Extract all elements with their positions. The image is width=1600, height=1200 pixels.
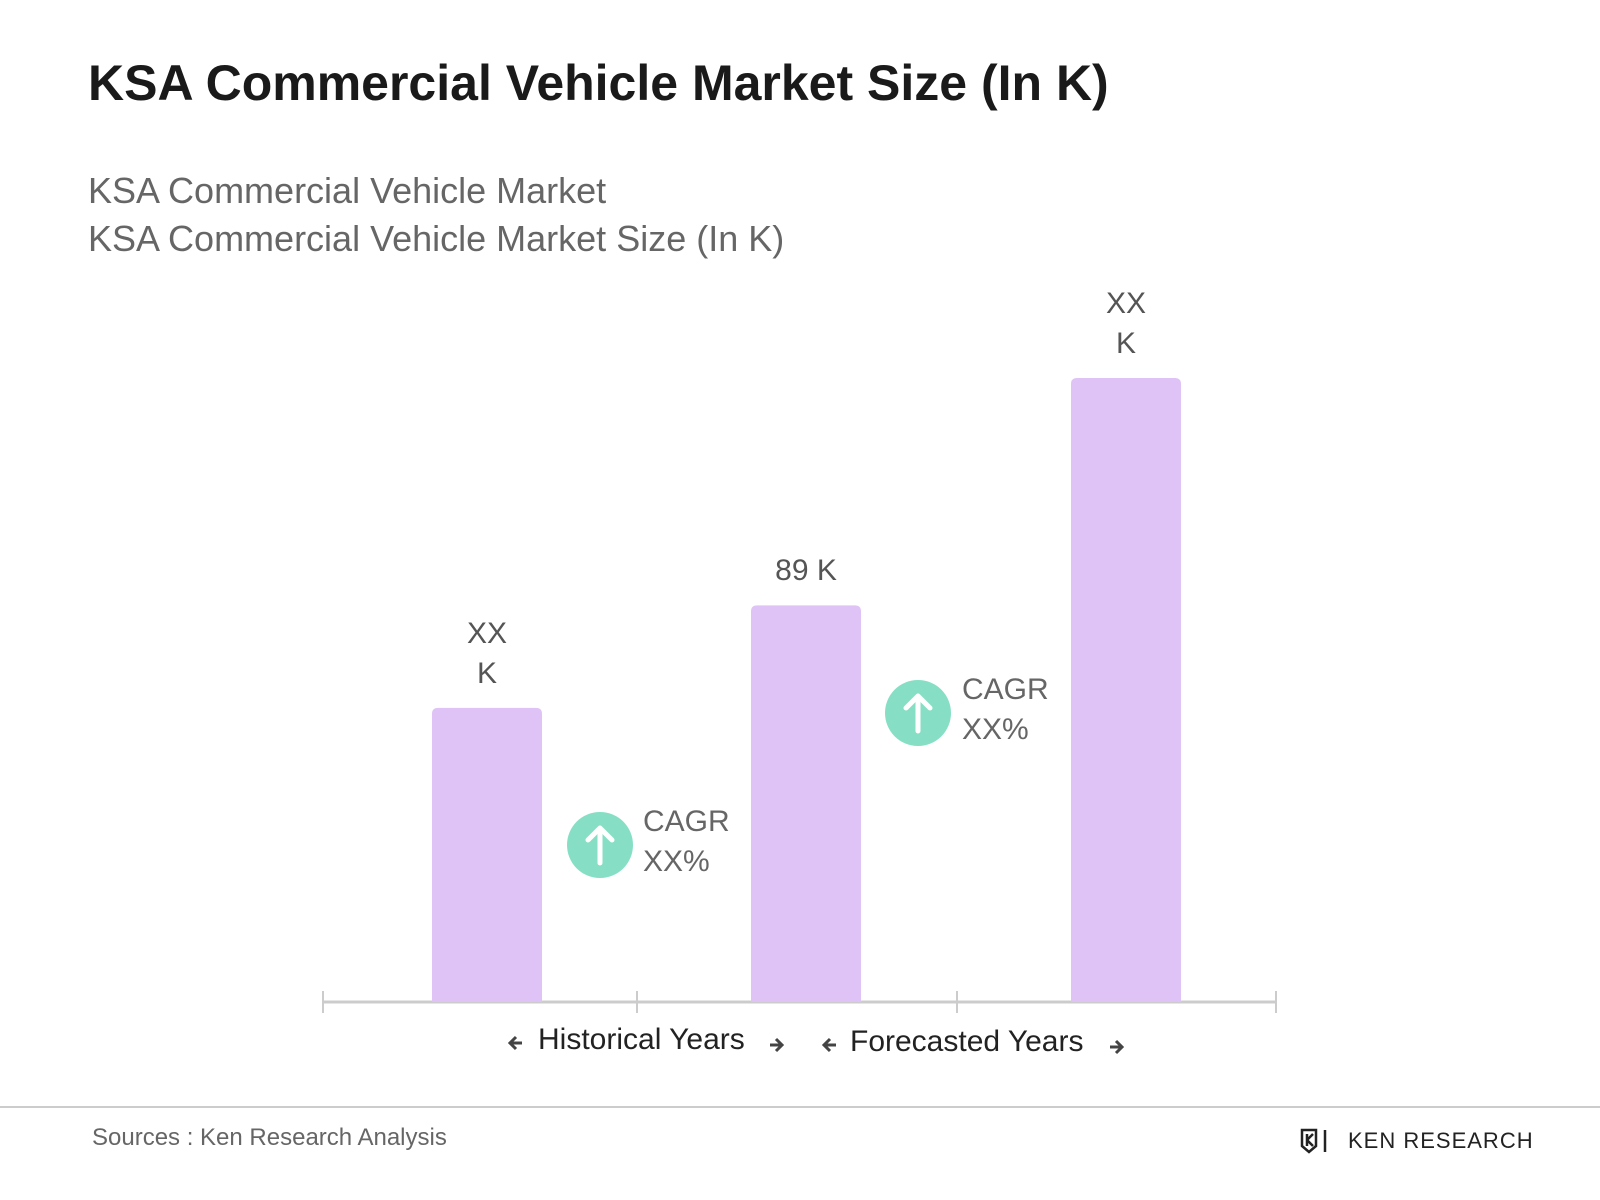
source: Sources : Ken Research Analysis bbox=[92, 1124, 447, 1151]
logo: KEN RESEARCH bbox=[1348, 1128, 1534, 1153]
period-label: Forecasted Years bbox=[850, 1025, 1084, 1058]
value-label: 89 K bbox=[775, 554, 837, 588]
cagr-label: CAGR XX% bbox=[962, 673, 1049, 746]
cagr-arrow bbox=[903, 693, 933, 734]
subtitle: KSA Commercial Vehicle Market bbox=[88, 170, 607, 211]
period-label: Historical Years bbox=[538, 1023, 745, 1056]
bar bbox=[432, 707, 542, 1002]
bar bbox=[751, 605, 861, 1002]
cagr-label: CAGR XX% bbox=[643, 805, 730, 878]
bar bbox=[1071, 378, 1181, 1002]
value-label: XX K bbox=[1105, 287, 1147, 360]
axis-ticks bbox=[322, 991, 1277, 1013]
logo-icon bbox=[1300, 1128, 1327, 1154]
subtitle: KSA Commercial Vehicle Market Size (In K… bbox=[88, 218, 785, 259]
value-label: XX K bbox=[466, 616, 508, 690]
cagr-arrow bbox=[585, 825, 615, 866]
period-arrows bbox=[507, 1035, 1125, 1055]
chart-title: KSA Commercial Vehicle Market Size (In K… bbox=[88, 55, 1109, 111]
